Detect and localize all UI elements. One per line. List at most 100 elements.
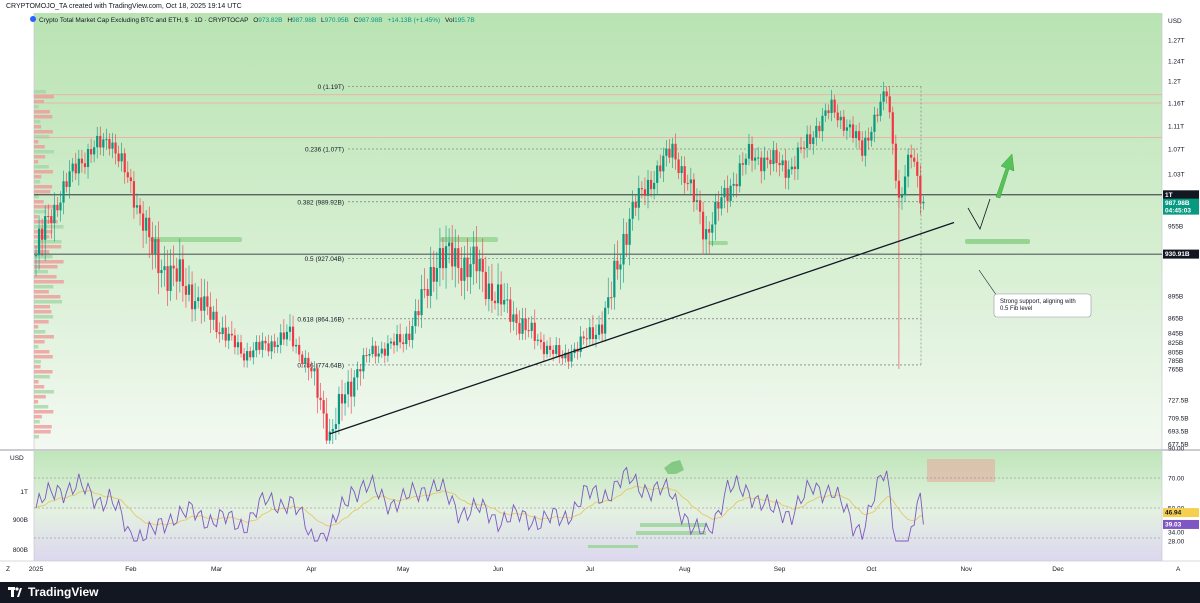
candle-body [512, 314, 515, 322]
candle-body [435, 268, 438, 282]
candle-body [89, 148, 93, 155]
candle-body [656, 165, 659, 183]
candle-body [698, 200, 702, 212]
candle-body [610, 297, 613, 299]
candle-body [209, 306, 212, 320]
candle-body [408, 333, 411, 340]
candle-body [830, 99, 833, 113]
candle-body [845, 127, 848, 131]
candle-body [757, 157, 760, 159]
candle-body [637, 188, 640, 208]
candle-body [310, 367, 313, 372]
candle-body [429, 266, 432, 296]
volume-profile-bar [34, 270, 49, 274]
time-tick-label: Jun [493, 566, 504, 573]
candle-body [888, 96, 891, 113]
ascending-trendline[interactable] [329, 221, 955, 435]
candle-body [527, 330, 530, 332]
time-axis[interactable]: 2025 Feb Mar Apr May Jun Jul Aug Sep Oct Nov Dec [29, 566, 1065, 573]
volume-profile-bar [34, 260, 64, 264]
candle-body [564, 352, 567, 359]
candle-body [539, 339, 542, 343]
volume-profile-bar [34, 155, 46, 159]
candle-body [414, 311, 417, 327]
time-tick-label: Jul [586, 566, 595, 573]
candle-body [65, 181, 68, 187]
support-zone-may [440, 237, 498, 242]
price-tick-label: 805B [1168, 350, 1183, 357]
candle-body [460, 268, 463, 281]
candle-body [708, 229, 711, 233]
candle-body [331, 429, 334, 432]
price-tick-label: 785B [1168, 358, 1183, 365]
candle-body [469, 264, 472, 278]
candle-body [374, 345, 377, 357]
volume-profile-bar [34, 415, 42, 419]
volume-profile-bar [34, 140, 39, 144]
candle-body [622, 233, 625, 265]
candle-body [778, 163, 781, 166]
volume-profile-bar [34, 190, 51, 194]
candle-body [659, 165, 662, 172]
candle-body [56, 204, 59, 211]
price-tick-label: 895B [1168, 294, 1183, 301]
volume-profile-bar [34, 340, 45, 344]
candle-body [824, 110, 827, 116]
candle-body [96, 135, 99, 148]
candle-body [585, 338, 588, 340]
rsi-currency-label: USD [10, 455, 24, 462]
candle-body [212, 311, 215, 320]
candle-body [175, 268, 178, 282]
volume-profile-bar [34, 280, 64, 284]
volume-profile-bar [34, 410, 54, 414]
candle-body [203, 296, 206, 311]
candle-body [515, 314, 518, 324]
candle-body [864, 137, 867, 156]
candle-body [148, 217, 151, 238]
candle-body [741, 163, 744, 165]
fib-level-label: 0.786 (774.64B) [297, 362, 344, 369]
volume-profile-bar [34, 150, 54, 154]
candle-body [138, 205, 142, 214]
volume-profile-bar [34, 160, 39, 164]
rsi-tick-label: 90.00 [1168, 446, 1185, 453]
candle-body [558, 345, 561, 357]
candle-body [842, 116, 845, 131]
price-chart[interactable]: 0 (1.19T) 0.236 (1.07T) 0.382 (989.92B) 0.5… [0, 0, 1200, 582]
candle-body [827, 110, 830, 113]
price-tick-label: 1.07T [1168, 147, 1185, 154]
candle-body [548, 345, 552, 350]
candle-body [812, 137, 815, 144]
candle-body [334, 424, 337, 430]
candle-body [197, 297, 200, 302]
volume-profile-bar [34, 165, 49, 169]
rsi-tick-label: 70.00 [1168, 476, 1185, 483]
candle-body [561, 356, 564, 359]
candle-body [750, 144, 754, 161]
candle-body [154, 239, 157, 254]
volume-profile-bar [34, 250, 50, 254]
price-axis[interactable]: 1.27T 1.24T 1.2T 1.16T 1.11T 1.07T 1.03T 955B 89… [1168, 38, 1189, 449]
candle-body [163, 266, 166, 271]
callout-pointer [978, 269, 998, 297]
auto-scale-icon[interactable]: A [1176, 566, 1181, 573]
candle-body [744, 158, 748, 165]
candle-body [448, 242, 451, 247]
volume-profile-bar [34, 385, 45, 389]
candle-body [858, 131, 861, 141]
candle-body [343, 394, 347, 404]
candle-body [426, 289, 429, 296]
candle-body [227, 333, 230, 341]
candle-body [325, 413, 328, 441]
candle-body [806, 134, 809, 149]
candle-body [879, 101, 882, 116]
bullish-arrow-icon [995, 153, 1015, 199]
zoom-icon[interactable]: Z [6, 566, 10, 573]
candle-body [282, 332, 285, 340]
candle-body [851, 124, 855, 139]
time-tick-label: 2025 [29, 566, 44, 573]
volume-profile-bar [34, 130, 53, 134]
volume-profile-bar [34, 305, 51, 309]
volume-profile-bar [34, 315, 54, 319]
